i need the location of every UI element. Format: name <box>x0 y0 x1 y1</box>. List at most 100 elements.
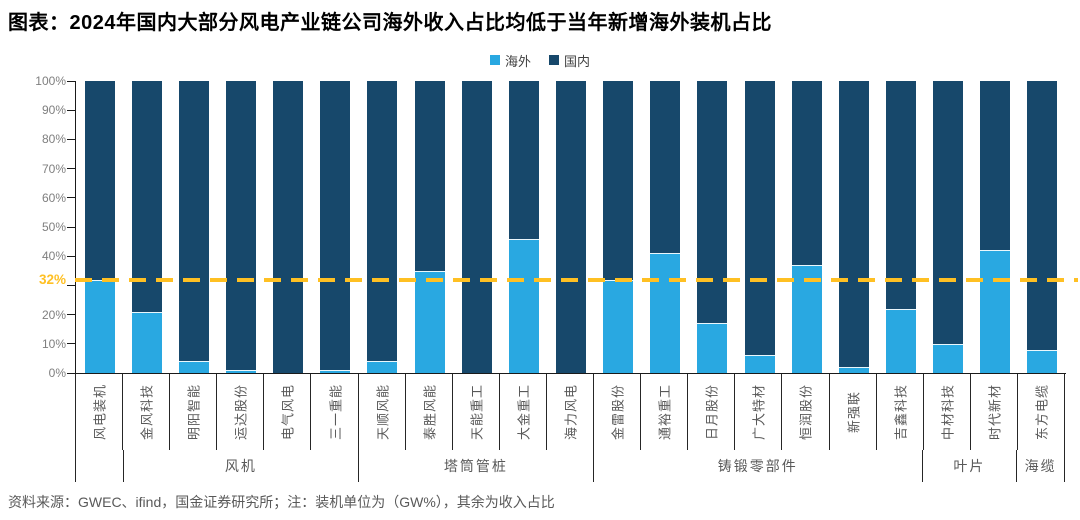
reference-dashed-line <box>75 277 1078 282</box>
bar-column <box>359 81 406 373</box>
y-axis-tick <box>67 226 75 228</box>
y-axis-tick <box>67 372 75 374</box>
legend: 海外 国内 <box>0 51 1080 70</box>
category-label: 东方电缆 <box>1034 383 1050 441</box>
category-label: 海力风电 <box>563 383 579 441</box>
category-label: 明阳智能 <box>186 383 202 441</box>
category-label: 日月股份 <box>704 383 720 441</box>
source-note: 资料来源：GWEC、ifind，国金证券研究所；注：装机单位为（GW%），其余为… <box>8 494 555 510</box>
bar-segment-domestic <box>1027 81 1058 350</box>
group-cell: 塔筒管桩 <box>359 450 594 482</box>
y-axis-tick <box>67 284 75 286</box>
stacked-bar <box>838 81 869 373</box>
bar-segment-domestic <box>885 81 916 309</box>
stacked-bar <box>791 81 822 373</box>
bar-column <box>265 81 312 373</box>
bar-segment-overseas <box>885 308 916 373</box>
bar-segment-domestic <box>225 81 256 371</box>
bar-segment-domestic <box>980 81 1011 251</box>
category-label: 电气风电 <box>280 383 296 441</box>
bar-segment-domestic <box>603 81 634 280</box>
bar-column <box>123 81 170 373</box>
category-cell: 日月股份 <box>688 374 736 450</box>
stacked-bar <box>933 81 964 373</box>
bar-segment-domestic <box>320 81 351 371</box>
category-axis: 风电装机 金风科技 明阳智能 运达股份 电气风电 三一重能 天顺风能 泰胜风能 天能重工 大金重工… <box>75 374 1065 450</box>
bar-segment-domestic <box>461 81 492 373</box>
bar-segment-overseas <box>178 361 209 373</box>
group-cell: 海缆 <box>1017 450 1066 482</box>
y-axis-tick <box>67 314 75 316</box>
category-cell: 时代新材 <box>971 374 1018 450</box>
bar-segment-domestic <box>273 81 304 373</box>
bar-column <box>217 81 264 373</box>
reference-value-label: 32% <box>38 271 66 287</box>
y-axis-tick <box>67 255 75 257</box>
y-axis-label: 70% <box>41 161 66 176</box>
bar-segment-domestic <box>838 81 869 368</box>
plot-area <box>75 81 1066 374</box>
stacked-bar <box>225 81 256 373</box>
bar-column <box>736 81 783 373</box>
legend-item-overseas: 海外 <box>489 51 531 70</box>
category-cell: 海力风电 <box>547 374 595 450</box>
bar-segment-domestic <box>414 81 445 271</box>
category-label: 金风科技 <box>139 383 155 441</box>
bar-segment-domestic <box>791 81 822 265</box>
bar-column <box>453 81 500 373</box>
stacked-bar <box>508 81 539 373</box>
category-label: 风电装机 <box>92 383 108 441</box>
bar-column <box>547 81 594 373</box>
bar-segment-overseas <box>650 253 681 373</box>
bar-segment-domestic <box>508 81 539 239</box>
category-cell: 通裕重工 <box>641 374 689 450</box>
y-axis-label: 80% <box>41 132 66 147</box>
category-label: 广大特材 <box>751 383 767 441</box>
bar-segment-overseas <box>84 279 115 373</box>
category-cell: 东方电缆 <box>1018 374 1065 450</box>
bar-segment-overseas <box>838 367 869 373</box>
category-label: 恒润股份 <box>798 383 814 441</box>
y-axis-tick <box>67 168 75 170</box>
category-label: 通裕重工 <box>657 383 673 441</box>
bar-column <box>642 81 689 373</box>
category-cell: 恒润股份 <box>782 374 830 450</box>
bar-segment-domestic <box>178 81 209 362</box>
bar-segment-overseas <box>320 370 351 373</box>
stacked-bar <box>744 81 775 373</box>
category-label: 中材科技 <box>940 383 956 441</box>
category-label: 新强联 <box>846 390 862 434</box>
bar-segment-overseas <box>791 264 822 373</box>
legend-item-domestic: 国内 <box>549 51 590 70</box>
bar-segment-overseas <box>1027 349 1058 373</box>
bar-column <box>595 81 642 373</box>
bar-segment-overseas <box>225 370 256 373</box>
bar-column <box>312 81 359 373</box>
stacked-bar <box>84 81 115 373</box>
chart-title: 图表：2024年国内大部分风电产业链公司海外收入占比均低于当年新增海外装机占比 <box>8 12 772 34</box>
legend-swatch-overseas <box>489 55 500 65</box>
bar-column <box>76 81 123 373</box>
bar-segment-overseas <box>131 311 162 373</box>
category-cell: 风电装机 <box>76 374 124 450</box>
category-cell: 天能重工 <box>453 374 500 450</box>
category-cell: 天顺风能 <box>359 374 406 450</box>
bar-column <box>500 81 547 373</box>
category-label: 吉鑫科技 <box>893 383 909 441</box>
bar-column <box>170 81 217 373</box>
group-cell: 铸锻零部件 <box>594 450 923 482</box>
bar-segment-overseas <box>603 279 634 373</box>
category-label: 三一重能 <box>328 383 344 441</box>
bar-segment-overseas <box>980 250 1011 373</box>
bar-segment-domestic <box>697 81 728 324</box>
stacked-bar <box>980 81 1011 373</box>
stacked-bar <box>273 81 304 373</box>
bar-column <box>830 81 877 373</box>
stacked-bar <box>697 81 728 373</box>
stacked-bar <box>885 81 916 373</box>
y-axis-tick <box>67 343 75 345</box>
bar-segment-overseas <box>933 343 964 373</box>
y-axis-label: 10% <box>41 336 66 351</box>
stacked-bar <box>603 81 634 373</box>
